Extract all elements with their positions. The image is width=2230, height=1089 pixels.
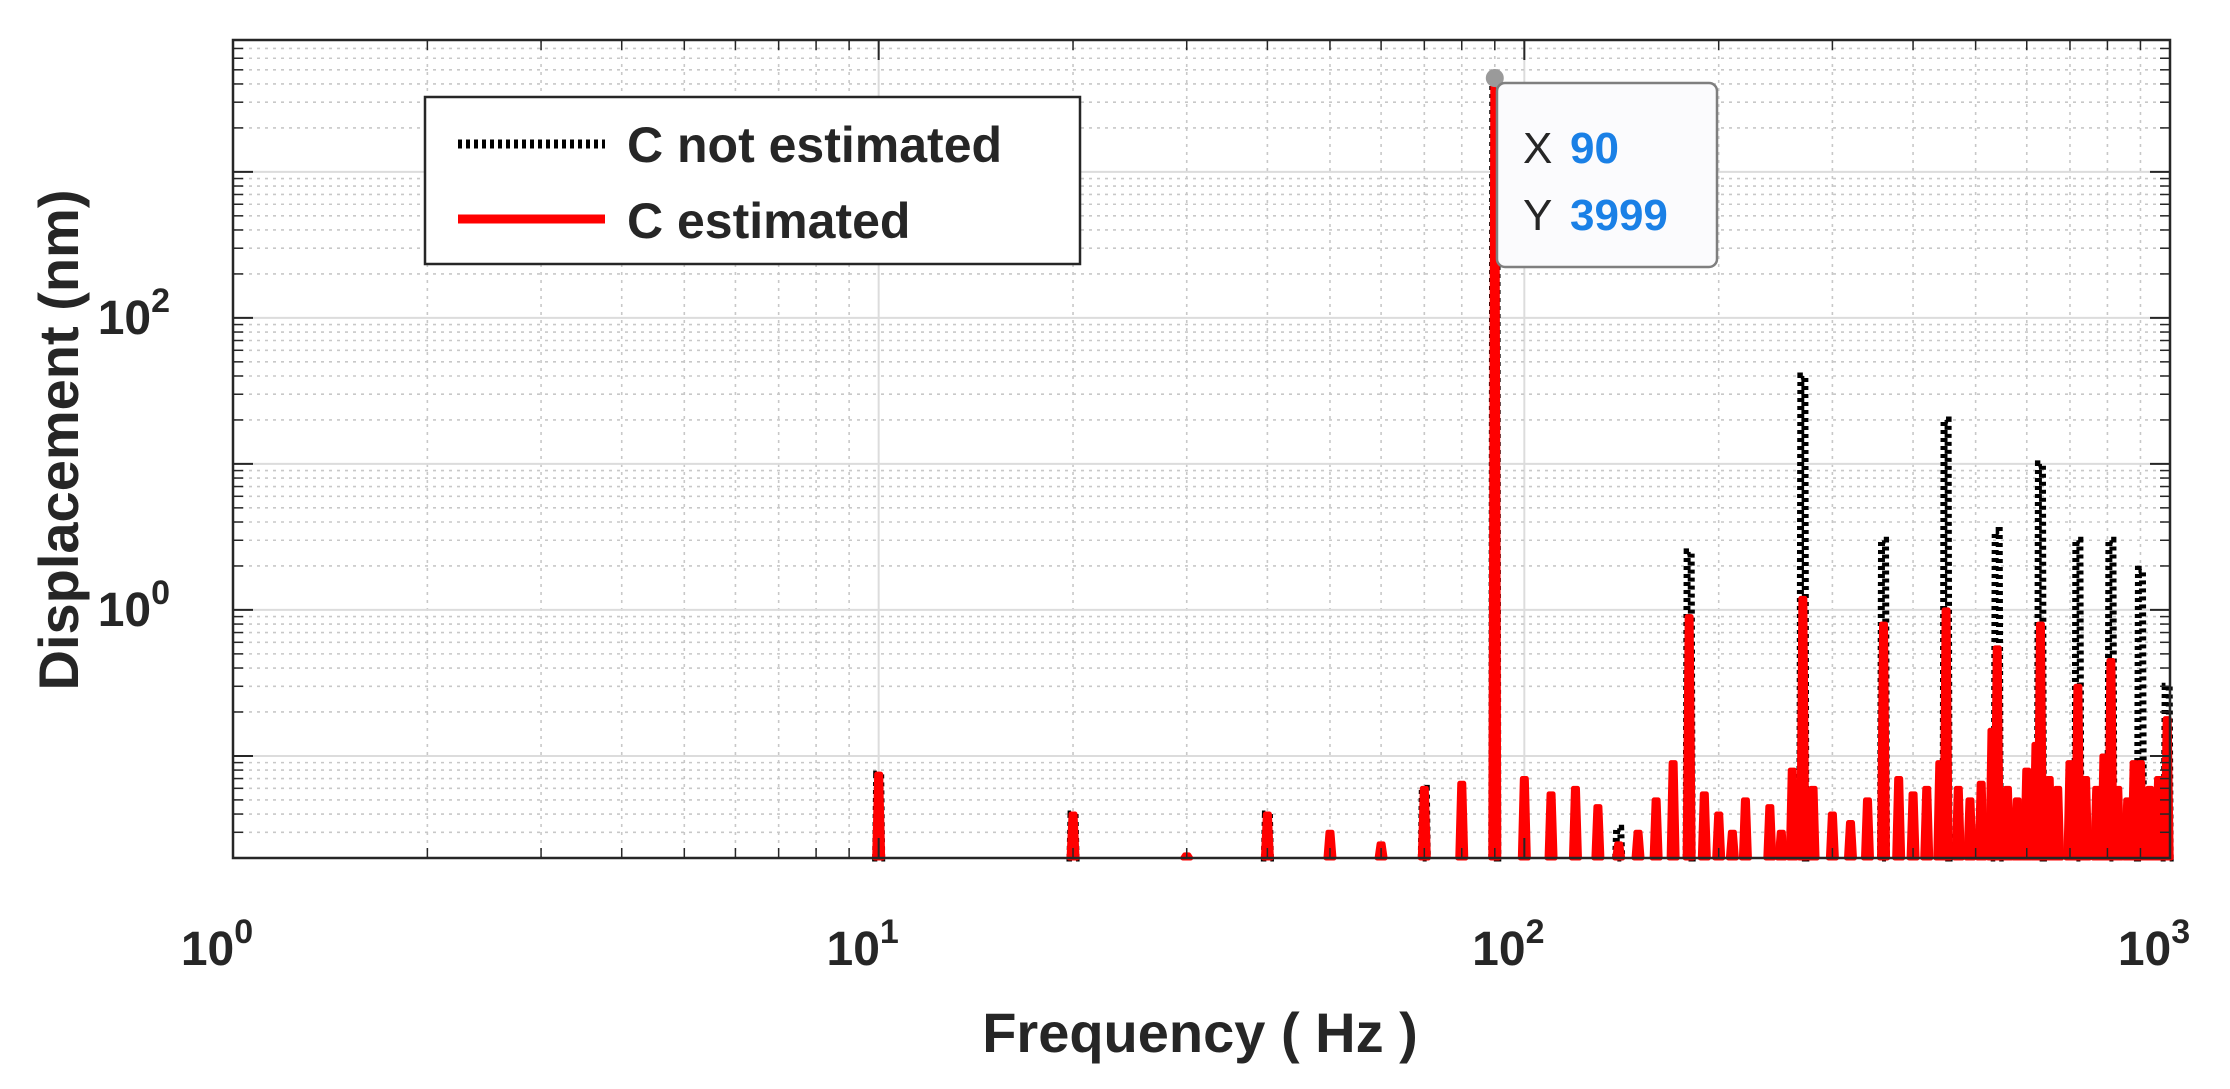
spike-c-estimated-510hz (1974, 780, 1988, 861)
spike-c-estimated-80hz (1455, 780, 1469, 861)
datatip-marker[interactable] (1485, 69, 1504, 87)
y-axis-label: Displacement (nm) (27, 190, 90, 691)
spike-c-estimated-210hz (1725, 829, 1739, 861)
datatip[interactable]: X 90 Y 3999 (1485, 69, 1719, 269)
spike-c-estimated-560hz (2000, 785, 2014, 861)
spike-c-estimated-70hz (1417, 785, 1431, 861)
ticks (232, 39, 2170, 859)
spike-c-estimated-190hz (1697, 791, 1711, 861)
spike-c-estimated-270hz (1796, 595, 1810, 861)
spike-c-not-estimated-900hz (2133, 565, 2147, 862)
spike-c-estimated-450hz (1939, 607, 1953, 861)
spike-c-estimated-260hz (1785, 767, 1799, 861)
spike-c-estimated-150hz (1631, 829, 1645, 861)
spike-c-estimated-670hz (2051, 785, 2065, 861)
spike-c-estimated-340hz (1860, 797, 1874, 861)
spike-c-estimated-220hz (1738, 797, 1752, 861)
spike-c-estimated-540hz (1990, 645, 2004, 861)
x-tick-labels: 100 101 102 103 (181, 913, 2190, 976)
y-tick-label: 100 (98, 574, 170, 637)
x-axis-label: Frequency ( Hz ) (982, 1001, 1418, 1064)
y-tick-label: 102 (98, 282, 170, 345)
spike-c-estimated-120hz (1568, 785, 1582, 861)
x-tick-label: 102 (1472, 913, 1544, 976)
legend: C not estimated C estimated (423, 95, 1082, 266)
x-tick-label: 100 (181, 913, 253, 976)
datatip-x-value: 90 (1570, 124, 1619, 173)
spike-c-estimated-320hz (1843, 820, 1857, 861)
datatip-y-value: 3999 (1570, 191, 1668, 240)
spike-c-estimated-360hz (1877, 621, 1891, 861)
spike-c-estimated-240hz (1763, 804, 1777, 861)
spike-c-estimated-830hz (2111, 785, 2125, 861)
spike-c-estimated-900hz (2133, 760, 2147, 861)
legend-box (423, 95, 1082, 266)
spike-c-estimated-630hz (2033, 621, 2047, 861)
datatip-x-label: X (1523, 124, 1552, 173)
spike-c-estimated-160hz (1649, 797, 1663, 861)
spike-c-estimated-250hz (1774, 829, 1788, 861)
axes-box (231, 38, 2172, 860)
spike-c-estimated-130hz (1591, 804, 1605, 861)
datatip-y-label: Y (1523, 191, 1552, 240)
spike-c-estimated-580hz (2010, 797, 2024, 861)
spike-c-estimated-470hz (1951, 785, 1965, 861)
spike-c-estimated-170hz (1666, 760, 1680, 861)
legend-label-c-estimated: C estimated (627, 193, 910, 249)
spike-c-estimated-110hz (1544, 791, 1558, 861)
spike-c-estimated-420hz (1920, 785, 1934, 861)
y-tick-labels: 100 102 (98, 282, 170, 637)
x-tick-label: 103 (2118, 913, 2190, 976)
spike-c-estimated-140hz (1612, 841, 1626, 861)
spike-c-estimated-740hz (2079, 776, 2093, 861)
x-tick-label: 101 (827, 913, 899, 976)
datatip-box (1495, 81, 1719, 269)
spike-c-estimated-600hz (2020, 767, 2034, 861)
spike-c-estimated-180hz (1682, 614, 1696, 861)
legend-label-c-not-estimated: C not estimated (627, 117, 1002, 173)
spike-c-estimated-490hz (1963, 797, 1977, 861)
spike-c-estimated-380hz (1892, 776, 1906, 861)
spike-c-estimated-280hz (1806, 785, 1820, 861)
